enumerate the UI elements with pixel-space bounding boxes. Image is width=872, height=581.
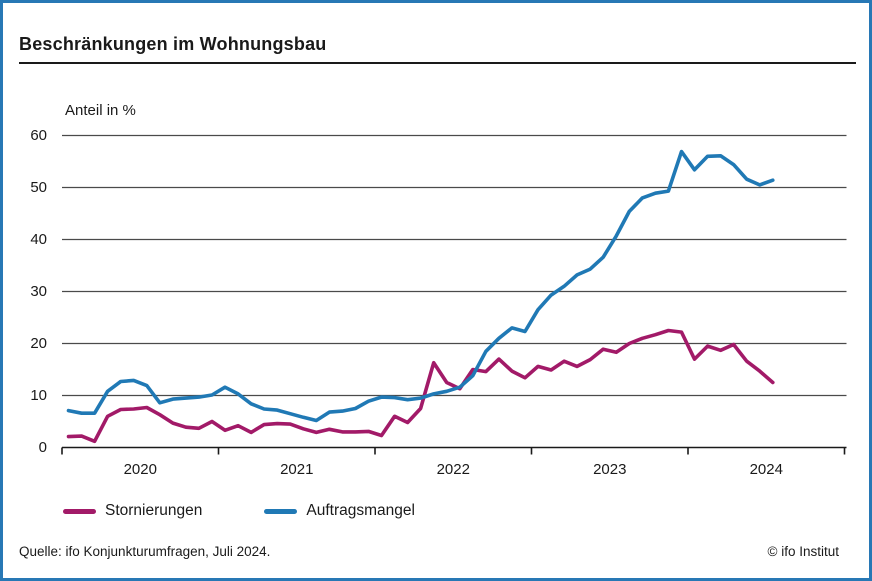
x-tick-label-2022: 2022 [436, 461, 470, 478]
source-text: Quelle: ifo Konjunkturumfragen, Juli 202… [19, 544, 271, 559]
y-tick-label-20: 20 [30, 334, 47, 352]
x-tick-label-2023: 2023 [593, 461, 627, 478]
x-tick-label-2024: 2024 [749, 461, 783, 478]
y-tick-label-10: 10 [30, 386, 47, 404]
x-tick-label-2020: 2020 [123, 461, 157, 478]
legend: Stornierungen Auftragsmangel [63, 502, 415, 520]
y-tick-label-50: 50 [30, 178, 47, 196]
legend-item-auftragsmangel: Auftragsmangel [264, 502, 415, 520]
legend-label-auftragsmangel: Auftragsmangel [306, 502, 415, 519]
auftragsmangel-line [66, 149, 775, 423]
stornierungen-line [66, 328, 775, 444]
y-axis-title: Anteil in % [65, 102, 136, 119]
y-tick-label-30: 30 [30, 282, 47, 300]
copyright-text: © ifo Institut [767, 544, 839, 559]
x-tick-label-2021: 2021 [280, 461, 314, 478]
y-tick-label-40: 40 [30, 230, 47, 248]
chart-title: Beschränkungen im Wohnungsbau [19, 34, 327, 54]
stornierungen-line-swatch [63, 508, 96, 514]
chart-plot [61, 134, 847, 455]
y-tick-label-0: 0 [38, 438, 47, 456]
auftragsmangel-line-swatch [264, 508, 298, 514]
title-rule [19, 62, 856, 64]
legend-label-stornierungen: Stornierungen [105, 502, 203, 519]
legend-item-stornierungen: Stornierungen [63, 502, 202, 520]
y-tick-label-60: 60 [30, 126, 47, 144]
